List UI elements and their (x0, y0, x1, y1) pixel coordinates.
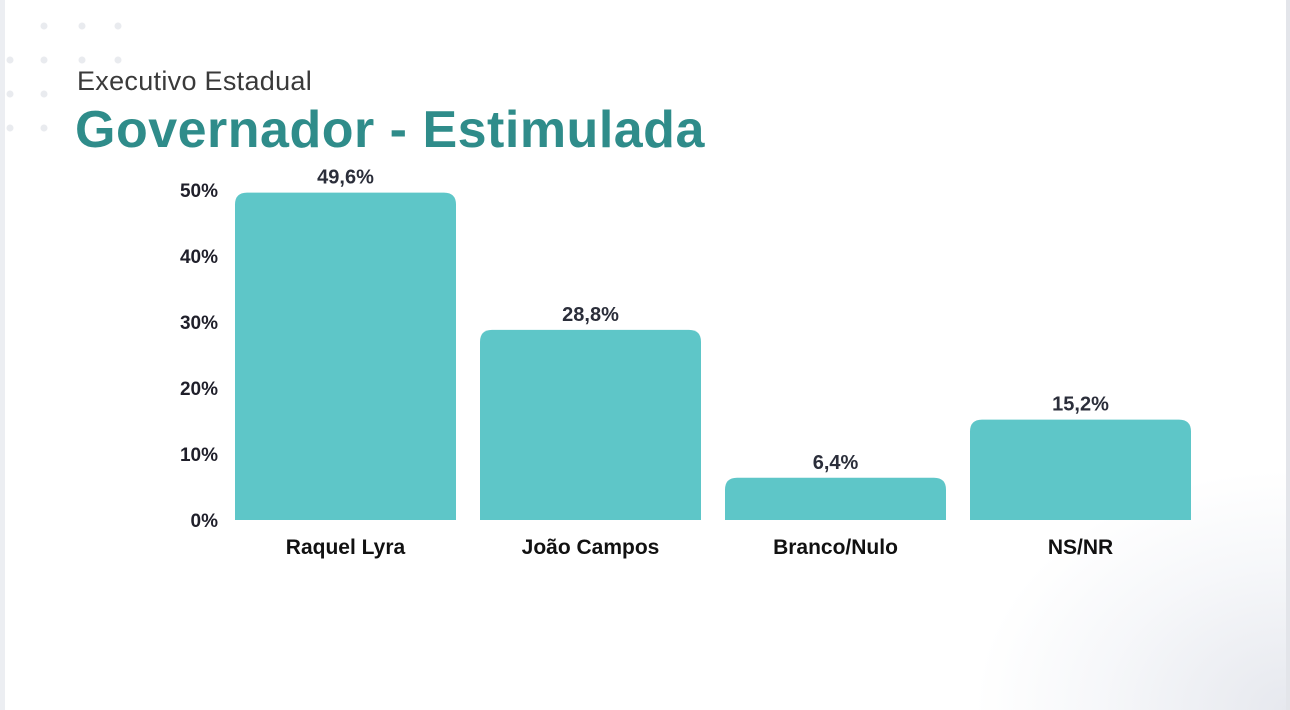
data-label: 6,4% (813, 452, 859, 474)
y-tick-label: 50% (180, 181, 218, 202)
y-tick-label: 30% (180, 313, 218, 334)
data-label: 15,2% (1052, 394, 1109, 416)
y-tick-label: 40% (180, 247, 218, 268)
right-edge (1286, 0, 1290, 710)
bar (480, 329, 701, 520)
bar (235, 192, 456, 520)
bar (725, 477, 946, 520)
section-subtitle: Executivo Estadual (77, 66, 313, 96)
data-label: 28,8% (562, 304, 619, 326)
decorative-dots (6, 22, 122, 132)
x-category-label: Branco/Nulo (773, 536, 898, 559)
x-category-label: Raquel Lyra (286, 536, 406, 559)
y-tick-label: 20% (180, 379, 218, 400)
data-label: 49,6% (317, 167, 374, 189)
y-tick-label: 10% (180, 445, 218, 466)
chart-title: Governador - Estimulada (75, 101, 705, 159)
x-category-label: João Campos (522, 536, 660, 559)
bar (970, 419, 1191, 520)
left-edge (0, 0, 5, 710)
x-category-label: NS/NR (1048, 536, 1113, 559)
y-tick-label: 0% (191, 511, 219, 532)
